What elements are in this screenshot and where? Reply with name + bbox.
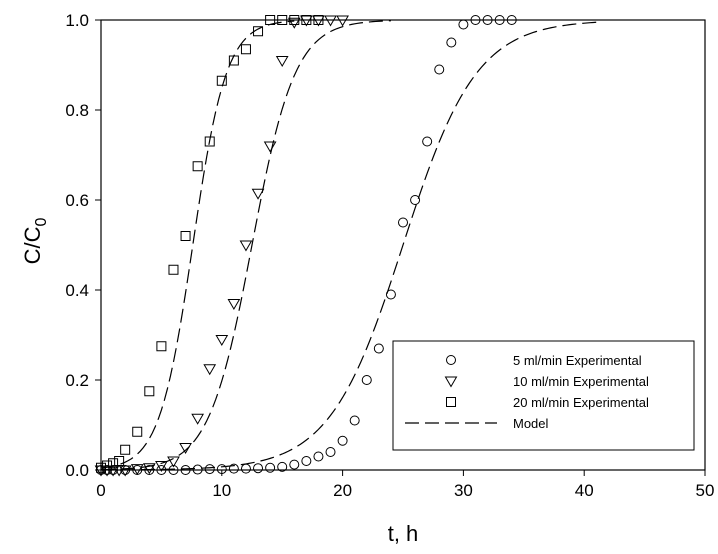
5-ml-min-experimental-point	[385, 289, 396, 300]
10-ml-min-experimental-point	[251, 188, 265, 200]
5-ml-min-experimental-point	[422, 136, 433, 147]
5-ml-min-experimental-point	[228, 463, 239, 474]
10-ml-min-experimental-point	[179, 443, 192, 454]
20-ml-min-experimental-point	[114, 456, 125, 466]
5-ml-min-experimental-point	[253, 463, 264, 474]
y-tick-label: 0.0	[65, 461, 89, 480]
5-ml-min-experimental-point	[410, 195, 421, 205]
5-ml-min-experimental-point	[361, 375, 372, 385]
x-tick-label: 0	[96, 481, 105, 500]
10-ml-min-experimental-point	[191, 413, 205, 425]
5-ml-min-experimental-point	[458, 19, 469, 30]
10-ml-min-experimental-point	[275, 56, 289, 67]
20-ml-min-experimental-point	[204, 136, 215, 147]
20-ml-min-experimental-point	[216, 75, 227, 86]
legend: 5 ml/min Experimental 10 ml/min Experimen…	[392, 340, 695, 451]
y-axis-label-subscript: 0	[33, 218, 50, 227]
y-tick-label: 0.6	[65, 191, 89, 210]
10-ml-min-experimental-point	[336, 15, 349, 27]
5-ml-min-experimental-point	[277, 461, 288, 472]
model-curve-2	[100, 20, 391, 471]
5-ml-min-experimental-point	[446, 37, 457, 48]
x-tick-label: 50	[696, 481, 715, 500]
y-tick-label: 0.8	[65, 101, 89, 120]
20-ml-min-experimental-point	[108, 458, 119, 469]
20-ml-min-experimental-point	[156, 341, 167, 352]
5-ml-min-experimental-point	[204, 464, 215, 475]
20-ml-min-experimental-point	[240, 44, 251, 55]
y-tick-label: 0.4	[65, 281, 89, 300]
10-ml-min-experimental-point	[167, 456, 180, 468]
10-ml-min-experimental-point	[142, 463, 156, 475]
5-ml-min-experimental-point	[240, 463, 251, 474]
5-ml-min-experimental-point	[289, 459, 300, 470]
legend-5-ml-min-experimental-marker	[446, 355, 456, 365]
10-ml-min-experimental-point	[227, 299, 241, 310]
legend-label-model: Model	[513, 416, 549, 431]
20-ml-min-experimental-point	[180, 231, 191, 241]
y-axis-label: C/C0	[20, 218, 50, 265]
model-curve-3	[100, 21, 597, 471]
20-ml-min-experimental-point	[192, 161, 203, 172]
5-ml-min-experimental-point	[265, 462, 276, 473]
10-ml-min-experimental-point	[118, 465, 132, 477]
y-axis-label-main: C/C	[20, 226, 45, 264]
5-ml-min-experimental-point	[313, 451, 324, 462]
legend-10-ml-min-experimental-marker	[444, 376, 458, 388]
plot-frame	[100, 19, 706, 471]
10-ml-min-experimental-point	[239, 240, 253, 252]
5-ml-min-experimental-point	[325, 447, 336, 457]
y-tick-label: 1.0	[65, 11, 89, 30]
x-axis-label: t, h	[388, 521, 419, 546]
x-tick-label: 30	[454, 481, 473, 500]
axes: 0 10 20 30 40 50 0.0 0.2 0.4 0.6 0.8 1.0	[65, 11, 714, 500]
20-ml-min-experimental-point	[120, 444, 131, 455]
model-curve-1	[100, 20, 295, 469]
x-tick-label: 10	[212, 481, 231, 500]
10-ml-min-experimental-point	[215, 335, 229, 346]
10-ml-min-experimental-point	[287, 17, 301, 29]
10-ml-min-experimental-point	[324, 15, 337, 27]
10-ml-min-experimental-point	[203, 364, 217, 376]
20-ml-min-experimental-point	[144, 386, 155, 397]
x-tick-label: 20	[333, 481, 352, 500]
20-ml-min-experimental-point	[132, 426, 143, 437]
5-ml-min-experimental-point	[349, 415, 360, 426]
y-tick-label: 0.2	[65, 371, 89, 390]
5-ml-min-experimental-point	[434, 64, 445, 75]
legend-20-ml-min-experimental-marker	[446, 397, 456, 407]
legend-box	[392, 340, 695, 451]
5-ml-min-experimental-point	[337, 435, 348, 446]
legend-label-10-ml-min-experimental: 10 ml/min Experimental	[513, 374, 649, 389]
legend-label-5-ml-min-experimental: 5 ml/min Experimental	[513, 353, 642, 368]
20-ml-min-experimental-point	[168, 264, 179, 275]
legend-label-20-ml-min-experimental: 20 ml/min Experimental	[513, 395, 649, 410]
5-ml-min-experimental-point	[301, 456, 312, 466]
x-tick-label: 40	[575, 481, 594, 500]
5-ml-min-experimental-point	[373, 343, 384, 354]
5-ml-min-experimental-point	[398, 217, 408, 228]
10-ml-min-experimental-point	[155, 461, 168, 472]
10-ml-min-experimental-point	[263, 141, 277, 153]
